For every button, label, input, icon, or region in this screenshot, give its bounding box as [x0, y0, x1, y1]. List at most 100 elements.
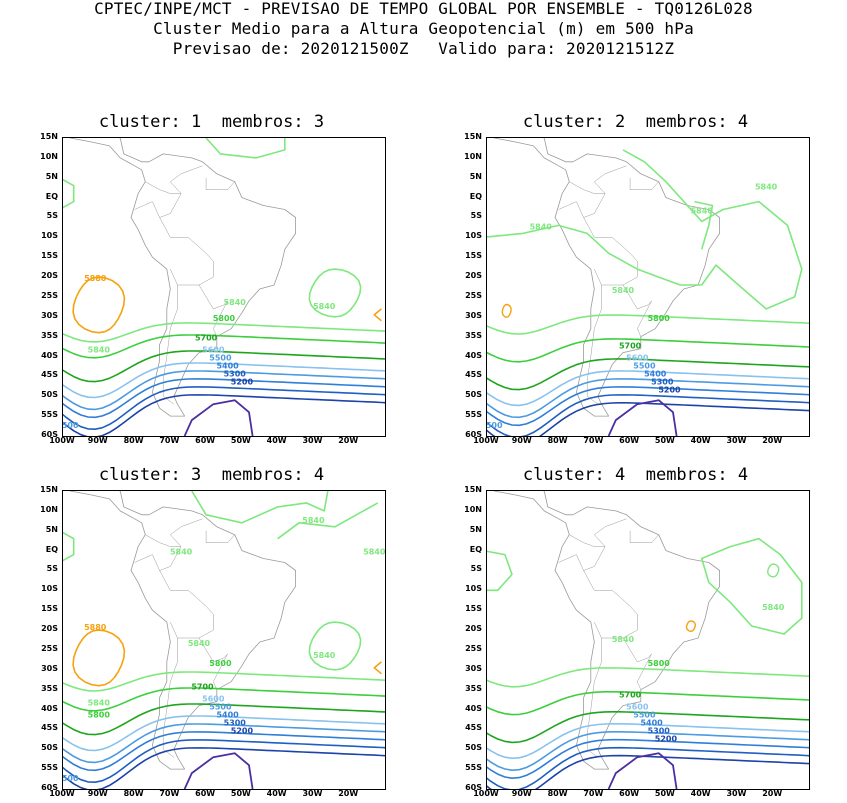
country-border — [162, 285, 178, 405]
lat-tick-label: 15N — [40, 485, 58, 494]
contour-label: 5700 — [619, 342, 642, 351]
lat-tick-label: 15S — [41, 251, 58, 261]
lat-tick-label: 45S — [41, 723, 58, 733]
contour-label: 5700 — [619, 691, 642, 700]
contour-5700 — [63, 350, 385, 383]
lat-tick-label: 55S — [465, 763, 482, 773]
lat-tick-label: 35S — [41, 330, 58, 340]
lon-tick-label: 80W — [547, 436, 568, 445]
lat-tick-label: 25S — [41, 290, 58, 300]
contour-5400 — [63, 378, 385, 419]
lon-tick-label: 70W — [159, 789, 180, 798]
lat-tick-label: 35S — [465, 683, 482, 693]
contour-5400 — [487, 386, 809, 427]
lon-tick-label: 90W — [511, 436, 532, 445]
lat-tick-label: 5S — [46, 564, 58, 574]
contour-label: 5840 — [755, 183, 778, 192]
contour-5840-west — [63, 178, 75, 209]
contour-5600 — [487, 370, 809, 407]
cluster-panel-1: cluster: 1 membros: 3 5880 5840 5840 5840 58… — [0, 110, 423, 445]
contour-label: 5840 — [88, 699, 111, 708]
contour-5300 — [63, 739, 385, 783]
lon-tick-label: 80W — [123, 436, 144, 445]
lon-tick-label: 40W — [690, 436, 711, 445]
lat-tick-label: 30S — [41, 310, 58, 320]
lat-tick-label: 40S — [41, 703, 58, 713]
country-border — [629, 177, 659, 190]
contour-label: 5700 — [195, 334, 218, 343]
contour-5840-east — [622, 149, 803, 310]
contour-5200 — [487, 754, 809, 789]
country-border — [198, 284, 228, 337]
map-area: 5840 5840 5840 5840 5800 5700 5600 5500 5400 5300… — [486, 137, 810, 437]
contour-label: 5300 — [651, 377, 674, 386]
country-border — [629, 530, 659, 543]
lon-tick-label: 80W — [547, 789, 568, 798]
lon-tick-label: 50W — [654, 789, 675, 798]
lon-tick-label: 50W — [654, 436, 675, 445]
contour-label: 5800 — [213, 314, 236, 323]
contour-label: 5400 — [216, 711, 239, 720]
country-border — [569, 534, 606, 547]
lat-tick-label: 5S — [470, 564, 482, 574]
country-border — [205, 530, 235, 543]
contour-label: 5840 — [530, 222, 553, 231]
lon-tick-label: 40W — [690, 789, 711, 798]
cluster-panel-2: cluster: 2 membros: 4 5840 5840 5840 5840 58… — [424, 110, 847, 445]
contour-map: 5880 5840 5840 5840 5800 5700 5600550054005300… — [63, 138, 385, 436]
contour-5840-small — [767, 563, 780, 578]
lon-tick-label: 100W — [473, 436, 499, 445]
lat-tick-label: 25S — [41, 643, 58, 653]
contour-label: 5840 — [363, 548, 385, 557]
country-border — [569, 181, 606, 194]
lon-tick-label: 50W — [230, 436, 251, 445]
contour-label: 5840 — [188, 639, 211, 648]
lat-tick-label: 5N — [469, 171, 482, 181]
contour-5840-high — [308, 621, 362, 671]
contour-5880-edge — [373, 661, 382, 675]
lon-tick-label: 70W — [583, 436, 604, 445]
contour-5800 — [487, 338, 809, 363]
country-border — [145, 534, 182, 547]
contour-5700 — [63, 703, 385, 736]
country-border — [586, 285, 602, 405]
country-border — [162, 638, 178, 758]
contour-label: 5300 — [224, 369, 247, 378]
lat-tick-label: EQ — [469, 191, 482, 201]
contour-label: 5200 — [231, 726, 254, 735]
contour-5840-high — [700, 537, 803, 635]
lat-tick-label: 5N — [469, 524, 482, 534]
contour-5400 — [63, 731, 385, 772]
lon-tick-label: 30W — [302, 436, 323, 445]
lat-tick-label: 20S — [465, 624, 482, 634]
contour-5500 — [487, 378, 809, 419]
lat-tick-label: 25S — [465, 290, 482, 300]
lon-tick-label: 90W — [87, 436, 108, 445]
contour-label: 5800 — [648, 314, 671, 323]
contour-5840 — [63, 671, 385, 692]
lon-tick-label: 100W — [49, 789, 75, 798]
contour-label: 5880 — [84, 274, 107, 283]
coastline — [493, 138, 720, 417]
country-border — [558, 201, 584, 218]
contour-label: 5840 — [762, 603, 785, 612]
contour-5700 — [487, 358, 809, 391]
panel-title: cluster: 3 membros: 4 — [98, 465, 325, 485]
contour-5200 — [63, 394, 385, 436]
lat-tick-label: 50S — [465, 743, 482, 753]
contour-label: 5600 — [626, 703, 649, 712]
contour-label: 5840 — [224, 298, 247, 307]
contour-label: 5840 — [691, 207, 714, 216]
country-border — [198, 637, 228, 690]
lat-tick-label: 30S — [465, 663, 482, 673]
lon-tick-label: 60W — [195, 436, 216, 445]
contour-map: 5840 5840 5840 5880 5840 5840 5800 5840 5800 5700… — [63, 491, 385, 789]
lat-tick-label: 10N — [464, 151, 482, 161]
contour-label: 5880 — [84, 623, 107, 632]
lon-tick-label: 90W — [87, 789, 108, 798]
lat-tick-label: 45S — [41, 370, 58, 380]
lon-tick-label: 50W — [230, 789, 251, 798]
lat-tick-label: 10S — [465, 584, 482, 594]
lon-tick-label: 90W — [511, 789, 532, 798]
